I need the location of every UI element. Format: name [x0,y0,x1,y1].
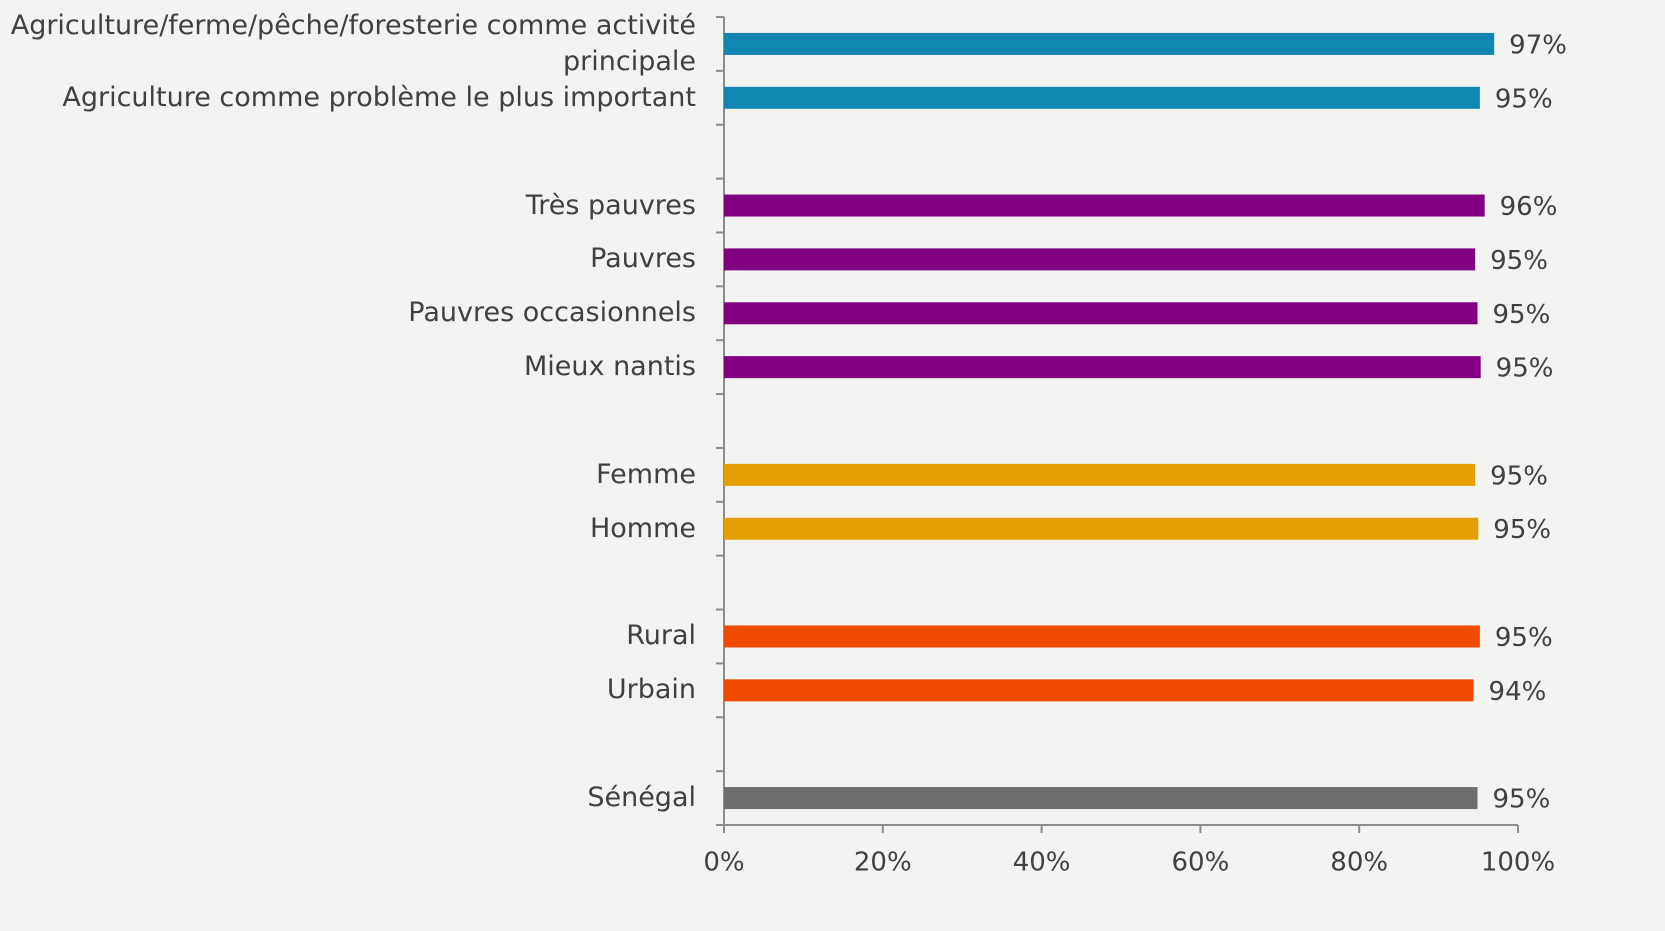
data-label: 95% [1490,461,1548,491]
bar [724,679,1474,702]
data-label: 94% [1489,677,1547,707]
x-tick-label: 40% [1013,848,1071,878]
y-tick-label: Agriculture/ferme/pêche/foresterie comme… [10,9,696,77]
x-tick-label: 20% [854,848,912,878]
data-label: 97% [1509,30,1567,60]
bar [724,86,1480,109]
data-label: 95% [1493,785,1551,815]
data-label: 95% [1493,300,1551,330]
y-tick-label: Femme [596,458,696,490]
bar [724,787,1478,810]
bar [724,517,1479,540]
bar [724,248,1476,271]
bar [724,194,1485,217]
y-tick-label: Agriculture comme problème le plus impor… [62,81,696,113]
data-label: 95% [1490,246,1548,276]
y-tick-label: Pauvres [590,243,696,275]
data-label: 95% [1496,354,1554,384]
data-label: 95% [1493,515,1551,545]
data-label: 95% [1495,84,1553,114]
x-tick-label: 0% [703,848,744,878]
x-tick-label: 80% [1330,848,1388,878]
y-tick-label: Mieux nantis [523,351,696,383]
bar [724,625,1480,648]
bar [724,356,1481,379]
bar [724,463,1476,486]
x-tick-label: 60% [1172,848,1230,878]
y-tick-label: Très pauvres [525,189,696,221]
y-tick-label: Urbain [606,674,696,706]
x-tick-label: 100% [1481,848,1555,878]
y-tick-label: Pauvres occasionnels [408,297,696,329]
data-label: 96% [1500,192,1558,222]
bar [724,32,1495,55]
y-tick-label: Sénégal [587,782,696,814]
bar [724,302,1478,325]
data-label: 95% [1495,623,1553,653]
y-tick-label: Rural [626,620,696,652]
y-tick-label: Homme [589,512,696,544]
